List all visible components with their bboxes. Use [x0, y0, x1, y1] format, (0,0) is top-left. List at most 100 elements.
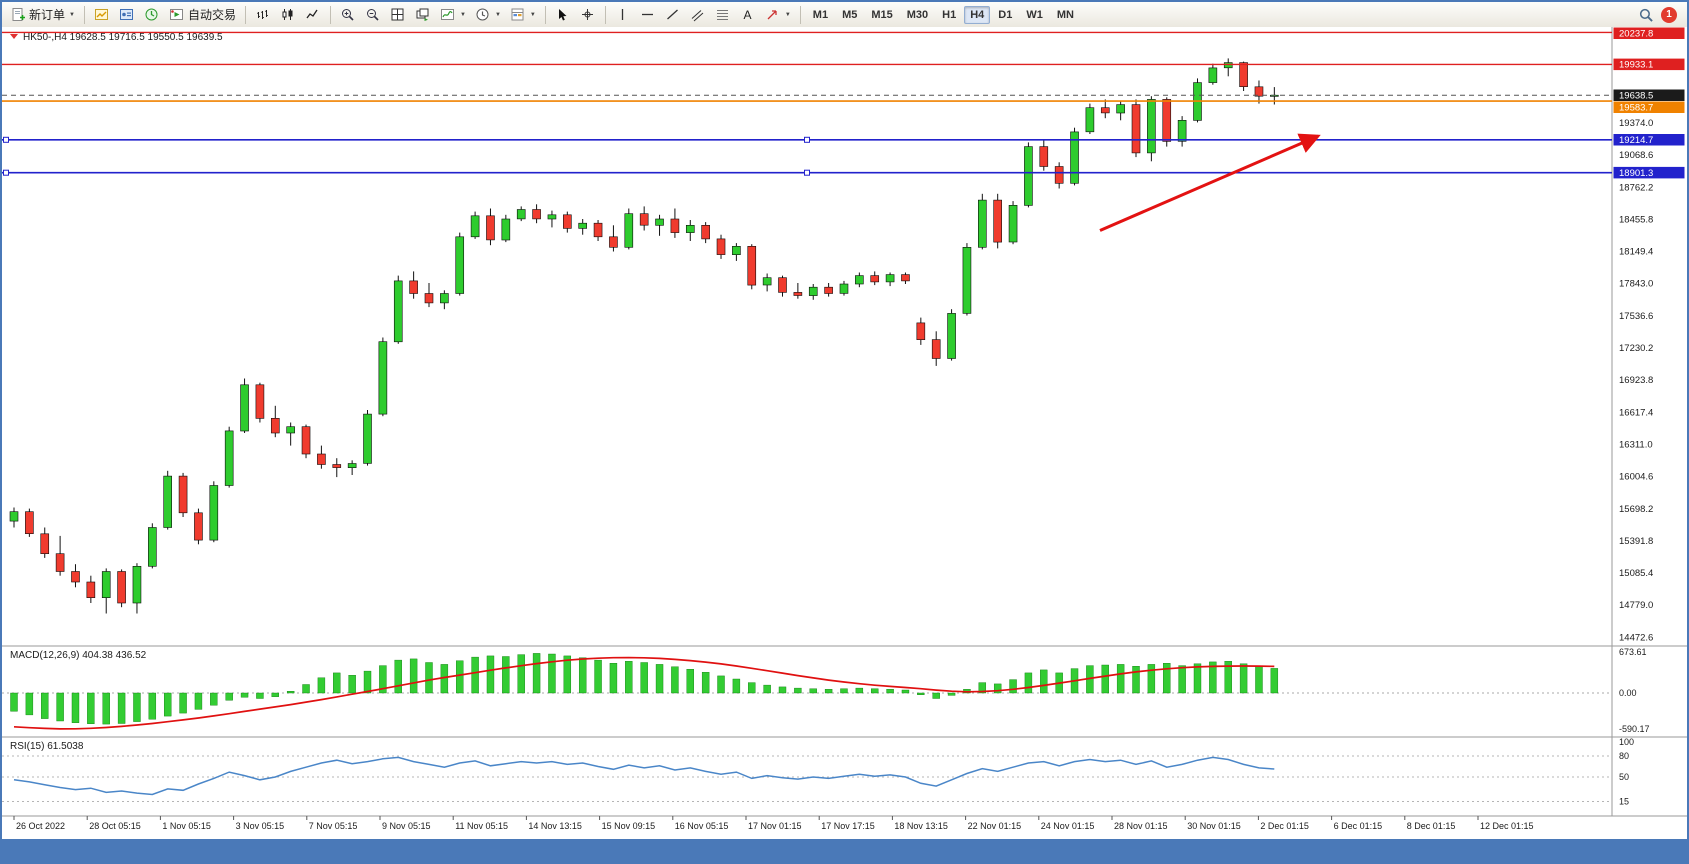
tf-button-m15[interactable]: M15 [871, 8, 893, 21]
svg-text:50: 50 [1619, 772, 1629, 782]
svg-text:15085.4: 15085.4 [1619, 568, 1653, 579]
svg-text:14 Nov 13:15: 14 Nov 13:15 [528, 821, 582, 831]
svg-text:9 Nov 05:15: 9 Nov 05:15 [382, 821, 431, 831]
chevron-down-icon: ▼ [784, 11, 791, 18]
svg-text:22 Nov 01:15: 22 Nov 01:15 [968, 821, 1022, 831]
svg-text:18149.4: 18149.4 [1619, 247, 1653, 258]
rsi-label: RSI(15) 61.5038 [10, 741, 84, 752]
zoom-out-button[interactable] [361, 3, 385, 26]
price-tag [1613, 58, 1685, 71]
cursor-tool-button[interactable] [551, 3, 575, 26]
svg-text:18 Nov 13:15: 18 Nov 13:15 [894, 821, 948, 831]
arrows-tool-icon [765, 7, 781, 23]
text-tool-button[interactable]: A [736, 3, 760, 26]
candlestick-chart-button[interactable] [276, 3, 300, 26]
text-tool-icon: A [740, 7, 756, 23]
autotrading-button[interactable]: 自动交易 [165, 3, 240, 26]
notification-badge[interactable]: 1 [1661, 6, 1677, 23]
fibonacci-tool-button[interactable] [711, 3, 735, 26]
svg-text:3 Nov 05:15: 3 Nov 05:15 [236, 821, 285, 831]
crosshair-tool-button[interactable] [576, 3, 600, 26]
tile-windows-button[interactable] [386, 3, 410, 26]
svg-text:16 Nov 05:15: 16 Nov 05:15 [675, 821, 729, 831]
svg-text:19583.7: 19583.7 [1619, 103, 1653, 114]
periods-button[interactable]: ▼ [471, 3, 505, 26]
line-handle [3, 169, 9, 176]
svg-text:19068.6: 19068.6 [1619, 150, 1653, 161]
price-tag [1613, 134, 1685, 146]
tf-button-d1[interactable]: D1 [998, 8, 1013, 21]
bar-chart-button[interactable] [251, 3, 275, 26]
market-watch-icon [144, 7, 160, 23]
tf-button-mn[interactable]: MN [1056, 8, 1074, 21]
tf-button-h1[interactable]: H1 [942, 8, 957, 21]
horizontal-line-icon [640, 7, 656, 23]
chevron-down-icon: ▼ [529, 11, 536, 18]
price-tag [1613, 101, 1685, 113]
toolbar-separator [329, 5, 331, 24]
profiles-button[interactable] [115, 3, 139, 26]
line-handle [804, 136, 810, 143]
svg-text:673.61: 673.61 [1619, 647, 1647, 657]
periods-clock-icon [475, 7, 491, 23]
market-watch-button[interactable] [140, 3, 164, 26]
svg-text:15391.8: 15391.8 [1619, 536, 1653, 547]
vertical-line-tool-button[interactable] [611, 3, 635, 26]
line-chart-button[interactable] [301, 3, 325, 26]
tf-button-m5[interactable]: M5 [842, 8, 858, 21]
trendline-tool-button[interactable] [661, 3, 685, 26]
new-chart-button[interactable] [90, 3, 114, 26]
new-order-icon [10, 7, 26, 23]
svg-text:24 Nov 01:15: 24 Nov 01:15 [1041, 821, 1095, 831]
templates-button[interactable]: ▼ [506, 3, 540, 26]
svg-text:15 Nov 09:15: 15 Nov 09:15 [602, 821, 656, 831]
tf-button-m1[interactable]: M1 [812, 8, 829, 21]
svg-text:16311.0: 16311.0 [1619, 440, 1653, 451]
svg-text:8 Dec 01:15: 8 Dec 01:15 [1407, 821, 1456, 831]
chart-canvas[interactable]: HK50-,H4 19628.5 19716.5 19550.5 19639.5… [2, 27, 1687, 862]
svg-text:15: 15 [1619, 797, 1629, 807]
indicators-icon [440, 7, 456, 23]
tf-button-h4[interactable]: H4 [964, 5, 991, 24]
cursor-arrow-icon [555, 7, 571, 23]
svg-text:-590.17: -590.17 [1619, 724, 1650, 734]
svg-text:28 Nov 01:15: 28 Nov 01:15 [1114, 821, 1168, 831]
channel-tool-button[interactable] [686, 3, 710, 26]
svg-text:19214.7: 19214.7 [1619, 135, 1653, 146]
toolbar-separator [799, 5, 801, 24]
line-handle [804, 169, 810, 176]
chevron-down-icon: ▼ [494, 11, 501, 18]
chevron-down-icon: ▼ [69, 11, 75, 18]
svg-text:17 Nov 01:15: 17 Nov 01:15 [748, 821, 802, 831]
svg-text:20237.8: 20237.8 [1619, 29, 1653, 40]
svg-text:6 Dec 01:15: 6 Dec 01:15 [1334, 821, 1383, 831]
svg-text:16617.4: 16617.4 [1619, 407, 1653, 418]
cascade-windows-button[interactable] [411, 3, 435, 26]
new-order-button[interactable]: 新订单 ▼ [6, 3, 79, 26]
price-axis: 19374.0 19068.6 18762.2 18455.8 18149.4 17843… [1613, 27, 1685, 643]
new-chart-icon [94, 7, 110, 23]
candlestick-chart-icon [280, 7, 296, 23]
svg-text:18901.3: 18901.3 [1619, 168, 1653, 179]
svg-text:14779.0: 14779.0 [1619, 600, 1653, 611]
symbol-dropdown-icon [10, 34, 18, 39]
autotrading-icon [169, 7, 185, 23]
trendline-icon [665, 7, 681, 23]
svg-text:14472.6: 14472.6 [1619, 632, 1653, 643]
arrows-tool-button[interactable]: ▼ [761, 3, 795, 26]
svg-text:7 Nov 05:15: 7 Nov 05:15 [309, 821, 358, 831]
horizontal-line-tool-button[interactable] [636, 3, 660, 26]
zoom-in-button[interactable] [336, 3, 360, 26]
svg-text:0.00: 0.00 [1619, 688, 1637, 698]
svg-text:19374.0: 19374.0 [1619, 118, 1653, 129]
tf-button-w1[interactable]: W1 [1026, 8, 1043, 21]
fibonacci-icon [715, 7, 731, 23]
macd-signal-line [13, 656, 1275, 730]
chevron-down-icon: ▼ [459, 11, 466, 18]
search-icon[interactable] [1638, 7, 1654, 23]
tf-button-m30[interactable]: M30 [906, 8, 929, 21]
indicators-button[interactable]: ▼ [436, 3, 470, 26]
svg-text:18455.8: 18455.8 [1619, 214, 1653, 225]
price-tag [1613, 89, 1685, 101]
svg-text:2 Dec 01:15: 2 Dec 01:15 [1260, 821, 1309, 831]
